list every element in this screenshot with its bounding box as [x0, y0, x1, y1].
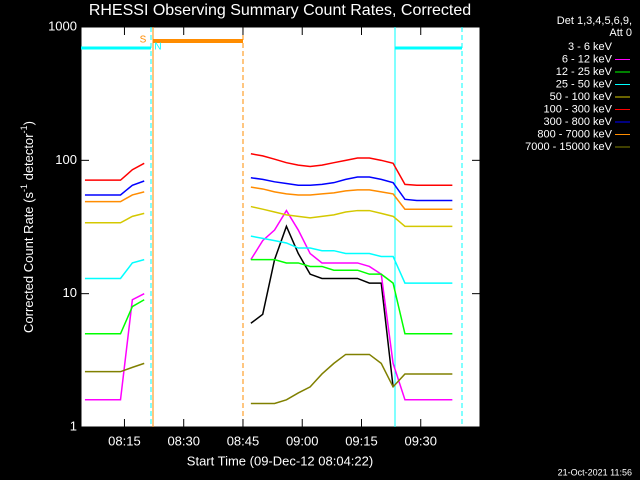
series-line [250, 186, 453, 210]
flag-label: S [140, 35, 147, 46]
x-tick-label: 09:00 [286, 433, 319, 448]
y-tick-label: 1000 [48, 18, 77, 33]
legend-label: 7000 - 15000 keV [525, 141, 613, 153]
x-tick-label: 09:30 [404, 433, 437, 448]
legend-label: 300 - 800 keV [544, 116, 613, 128]
legend-label: 25 - 50 keV [556, 78, 613, 90]
y-label-part: Corrected Count Rate (s [21, 192, 36, 333]
y-axis-label: Corrected Count Rate (s-1 detector-1) [19, 121, 36, 333]
series-line [84, 258, 145, 280]
series-line [250, 353, 453, 405]
legend-label: 6 - 12 keV [562, 53, 613, 65]
y-label-part: detector [21, 133, 36, 184]
y-tick-label: 1 [70, 418, 77, 433]
series-line [84, 362, 145, 373]
x-tick-label: 09:15 [345, 433, 378, 448]
y-label-part: -1 [19, 125, 29, 133]
legend-label: 12 - 25 keV [556, 66, 613, 78]
x-tick-label: 08:45 [227, 433, 260, 448]
series-line [84, 162, 145, 181]
flag-label: N [154, 42, 161, 53]
legend-header: Att 0 [609, 27, 632, 39]
series-line [84, 299, 145, 335]
series-line [84, 293, 145, 401]
series-line [250, 153, 453, 187]
legend-header: Det 1,3,4,5,6,9, [557, 15, 632, 27]
series-line [84, 191, 145, 203]
footer: 21-Oct-2021 11:56 [558, 467, 632, 477]
series-line [84, 180, 145, 196]
legend-label: 800 - 7000 keV [537, 128, 612, 140]
series-line [250, 235, 453, 284]
chart-title: RHESSI Observing Summary Count Rates, Co… [89, 2, 471, 19]
series-line [250, 205, 453, 228]
y-label-part: -1 [19, 184, 29, 192]
x-axis-label: Start Time (09-Dec-12 08:04:22) [187, 453, 373, 468]
state-bars [81, 27, 463, 427]
x-tick-label: 08:15 [108, 433, 141, 448]
legend-label: 3 - 6 keV [568, 41, 613, 53]
y-tick-label: 10 [63, 285, 77, 300]
series-line [250, 176, 453, 202]
y-label-part: ) [21, 121, 36, 125]
x-tick-label: 08:30 [167, 433, 200, 448]
legend-label: 50 - 100 keV [550, 91, 613, 103]
y-tick-label: 100 [55, 152, 77, 167]
series-line [84, 212, 145, 224]
legend-label: 100 - 300 keV [544, 103, 613, 115]
series-line [250, 258, 453, 335]
